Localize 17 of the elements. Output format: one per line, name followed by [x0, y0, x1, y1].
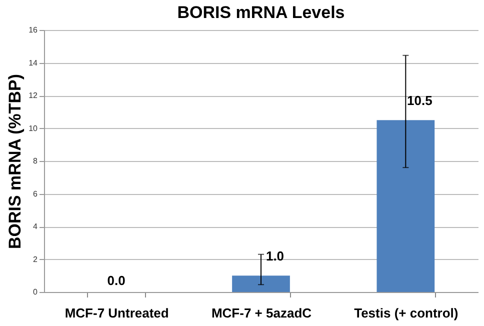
y-tick-label: 8 [33, 156, 38, 166]
x-tick-label: Testis (+ control) [354, 306, 458, 320]
y-tick-label: 16 [28, 26, 38, 34]
y-tick-label: 4 [33, 222, 38, 231]
y-tick-label: 14 [28, 58, 38, 68]
x-tick-label: MCF-7 Untreated [64, 306, 169, 320]
y-tick-label: 0 [33, 288, 38, 296]
y-axis-title: BORIS mRNA (%TBP) [6, 74, 25, 250]
chart-title: BORIS mRNA Levels [177, 3, 345, 22]
y-tick-label: 12 [28, 91, 38, 100]
y-tick-label: 2 [33, 254, 38, 264]
data-label: 1.0 [266, 248, 284, 264]
y-tick-label: 10 [28, 124, 38, 133]
y-tick-label: 6 [33, 189, 38, 198]
x-tick-label: MCF-7 + 5azadC [211, 306, 312, 320]
data-label: 0.0 [107, 273, 126, 288]
data-label: 10.5 [407, 93, 432, 108]
